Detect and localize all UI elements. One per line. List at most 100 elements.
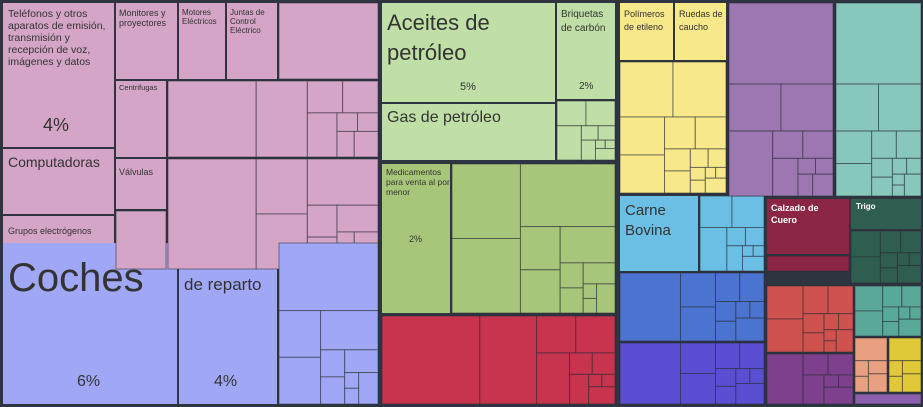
subtile-40[interactable] (594, 147, 616, 161)
subtile-147[interactable] (802, 313, 825, 334)
subtile-90[interactable] (679, 306, 717, 342)
subtile-34[interactable] (556, 125, 582, 161)
subtile-6[interactable] (336, 112, 359, 132)
subtile-47[interactable] (559, 262, 584, 289)
subtile-24[interactable] (278, 356, 322, 405)
subtile-48[interactable] (559, 287, 584, 314)
subtile-125[interactable] (895, 130, 922, 159)
subtile-174[interactable] (867, 373, 888, 393)
subtile-115[interactable] (797, 157, 817, 175)
subtile-84[interactable] (726, 245, 743, 272)
subtile-54[interactable] (479, 315, 538, 405)
subtile-114[interactable] (772, 157, 799, 197)
subtile-82[interactable] (726, 227, 746, 247)
subtile-108[interactable] (728, 2, 834, 85)
subtile-25[interactable] (320, 310, 379, 351)
subtile-89[interactable] (679, 272, 717, 308)
subtile-128[interactable] (891, 157, 908, 175)
subtile-66[interactable] (619, 116, 666, 156)
subtile-80[interactable] (731, 195, 765, 228)
subtile-152[interactable] (823, 340, 837, 353)
subtile-91[interactable] (715, 272, 741, 303)
subtile-74[interactable] (689, 166, 706, 181)
tile-centrifugas[interactable]: Centrifugas (116, 81, 166, 157)
subtile-77[interactable] (715, 166, 727, 179)
subtile-29[interactable] (344, 372, 360, 389)
subtile-100[interactable] (679, 373, 717, 405)
subtile-101[interactable] (715, 342, 741, 370)
subtile-135[interactable] (850, 256, 881, 284)
subtile-22[interactable] (278, 242, 379, 312)
tile-trigo[interactable]: Trigo (851, 199, 921, 229)
subtile-93[interactable] (715, 301, 737, 322)
subtile-65[interactable] (672, 61, 727, 118)
subtile-53[interactable] (381, 315, 481, 405)
subtile-180[interactable] (854, 393, 922, 405)
subtile-138[interactable] (879, 252, 898, 269)
subtile-153[interactable] (835, 329, 854, 353)
subtile-41[interactable] (451, 163, 521, 239)
subtile-81[interactable] (699, 227, 728, 272)
subtile-9[interactable] (353, 130, 379, 158)
subtile-169[interactable] (823, 386, 854, 405)
subtile-37[interactable] (580, 139, 596, 161)
tile-ruedas[interactable]: Ruedas de caucho (675, 3, 726, 60)
subtile-39[interactable] (604, 139, 616, 149)
subtile-133[interactable] (766, 255, 850, 272)
subtile-56[interactable] (575, 315, 616, 354)
subtile-69[interactable] (694, 116, 727, 150)
subtile-33[interactable] (585, 100, 616, 127)
tile-aceites[interactable]: Aceites de petróleo 5% (382, 3, 555, 102)
subtile-179[interactable] (901, 373, 922, 393)
subtile-72[interactable] (689, 148, 709, 168)
subtile-102[interactable] (739, 342, 765, 370)
subtile-142[interactable] (896, 265, 922, 284)
subtile-172[interactable] (854, 375, 869, 393)
subtile-38[interactable] (594, 139, 606, 149)
subtile-99[interactable] (679, 342, 717, 374)
subtile-5[interactable] (306, 112, 338, 158)
subtile-110[interactable] (780, 83, 834, 132)
subtile-57[interactable] (536, 352, 571, 405)
subtile-87[interactable] (741, 255, 765, 272)
subtile-28[interactable] (344, 349, 379, 374)
subtile-132[interactable] (903, 173, 922, 197)
subtile-167[interactable] (823, 374, 840, 388)
subtile-49[interactable] (582, 262, 616, 285)
subtile-46[interactable] (559, 226, 616, 264)
subtile-159[interactable] (882, 321, 900, 337)
subtile-144[interactable] (766, 318, 804, 353)
subtile-2[interactable] (255, 80, 308, 158)
subtile-143[interactable] (766, 285, 804, 320)
subtile-73[interactable] (707, 148, 727, 168)
subtile-86[interactable] (752, 245, 765, 257)
subtile-103[interactable] (715, 368, 737, 387)
subtile-112[interactable] (772, 130, 804, 159)
subtile-32[interactable] (556, 100, 587, 127)
subtile-121[interactable] (878, 83, 922, 132)
subtile-140[interactable] (896, 252, 910, 267)
subtile-141[interactable] (908, 252, 922, 267)
subtile-177[interactable] (888, 375, 903, 393)
subtile-117[interactable] (797, 173, 814, 197)
subtile-45[interactable] (519, 269, 561, 314)
subtile-116[interactable] (815, 157, 834, 175)
subtile-8[interactable] (336, 130, 355, 158)
subtile-14[interactable] (306, 204, 338, 238)
subtile-154[interactable] (854, 285, 884, 312)
subtile-162[interactable] (898, 318, 922, 337)
subtile-129[interactable] (906, 157, 922, 175)
subtile-31[interactable] (358, 372, 379, 405)
subtile-64[interactable] (619, 61, 674, 118)
subtile-122[interactable] (835, 130, 873, 165)
tile-polimeros[interactable]: Polímeros de etileno (620, 3, 673, 60)
subtile-164[interactable] (802, 353, 829, 376)
subtile-83[interactable] (744, 227, 765, 247)
subtile-78[interactable] (704, 177, 727, 194)
subtile-178[interactable] (901, 360, 922, 375)
subtile-176[interactable] (888, 360, 903, 377)
tile-calzado[interactable]: Calzado de Cuero (767, 199, 849, 254)
subtile-170[interactable] (854, 337, 888, 362)
subtile-62[interactable] (601, 373, 616, 388)
subtile-124[interactable] (871, 130, 897, 159)
